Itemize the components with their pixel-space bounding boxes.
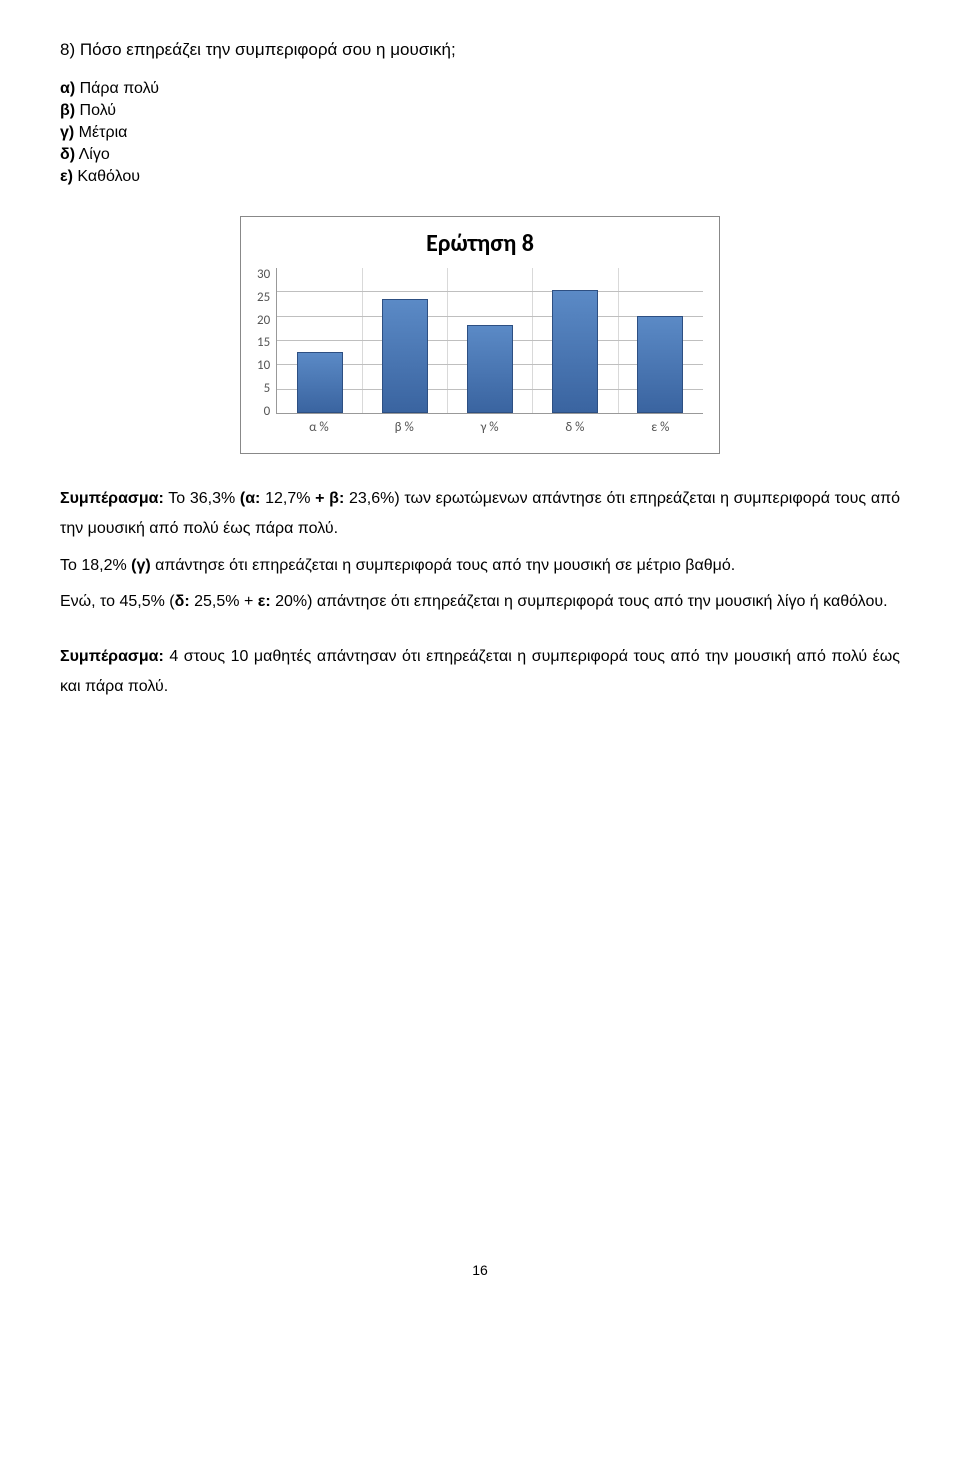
text: Το 36,3% [164, 490, 240, 507]
bar-a [297, 352, 343, 413]
text: 25,5% + [194, 593, 258, 610]
text: (α: [240, 490, 265, 507]
lead-1: Συμπέρασμα: [60, 490, 164, 507]
bar-chart: Ερώτηση 8 30 25 20 15 10 5 0 [240, 216, 720, 454]
text: + β: [315, 490, 349, 507]
y-label: 5 [264, 382, 271, 395]
y-label: 25 [257, 291, 270, 304]
analysis-para-2: Το 18,2% (γ) απάντησε ότι επηρεάζεται η … [60, 551, 900, 581]
y-label: 15 [257, 336, 270, 349]
y-axis: 30 25 20 15 10 5 0 [257, 268, 276, 418]
option-a: α) Πάρα πολύ [60, 80, 900, 98]
bar-c [467, 325, 513, 413]
option-e-text: Καθόλου [73, 168, 140, 185]
x-label-c: γ % [447, 420, 532, 435]
option-c-label: γ) [60, 124, 74, 141]
option-d-label: δ) [60, 146, 75, 163]
text: 20%) απάντησε ότι επηρεάζεται η συμπεριφ… [275, 593, 887, 610]
text: Ενώ, το 45,5% ( [60, 593, 175, 610]
bar-d [552, 290, 598, 413]
x-axis: α % β % γ % δ % ε % [276, 420, 703, 435]
bar-b [382, 299, 428, 413]
y-label: 30 [257, 268, 270, 281]
answer-options: α) Πάρα πολύ β) Πολύ γ) Μέτρια δ) Λίγο ε… [60, 80, 900, 186]
option-c: γ) Μέτρια [60, 124, 900, 142]
text: (γ) [131, 557, 155, 574]
x-label-a: α % [276, 420, 361, 435]
option-d: δ) Λίγο [60, 146, 900, 164]
text: 12,7% [265, 490, 315, 507]
option-e-label: ε) [60, 168, 73, 185]
x-label-d: δ % [532, 420, 617, 435]
bar-cell-a [277, 268, 362, 413]
bar-cell-c [448, 268, 533, 413]
y-label: 20 [257, 314, 270, 327]
question-text: 8) Πόσο επηρεάζει την συμπεριφορά σου η … [60, 40, 900, 60]
option-e: ε) Καθόλου [60, 168, 900, 186]
option-a-label: α) [60, 80, 75, 97]
bar-cell-e [618, 268, 703, 413]
text: δ: [175, 593, 194, 610]
option-a-text: Πάρα πολύ [75, 80, 159, 97]
page-number: 16 [60, 1262, 900, 1278]
bar-e [637, 316, 683, 413]
text: απάντησε ότι επηρεάζεται η συμπεριφορά τ… [155, 557, 735, 574]
text: ε: [258, 593, 275, 610]
option-b-label: β) [60, 102, 75, 119]
analysis-para-1: Συμπέρασμα: Το 36,3% (α: 12,7% + β: 23,6… [60, 484, 900, 545]
option-c-text: Μέτρια [74, 124, 127, 141]
x-label-b: β % [362, 420, 447, 435]
text: 4 στους 10 μαθητές απάντησαν ότι επηρεάζ… [60, 648, 900, 695]
plot-wrap: α % β % γ % δ % ε % [276, 268, 703, 435]
analysis-para-3: Ενώ, το 45,5% (δ: 25,5% + ε: 20%) απάντη… [60, 587, 900, 617]
option-b-text: Πολύ [75, 102, 116, 119]
lead-2: Συμπέρασμα: [60, 648, 164, 665]
plot [276, 268, 703, 414]
bar-cell-d [533, 268, 618, 413]
chart-area: 30 25 20 15 10 5 0 [257, 268, 703, 435]
chart-title: Ερώτηση 8 [257, 229, 703, 258]
x-label-e: ε % [618, 420, 703, 435]
option-b: β) Πολύ [60, 102, 900, 120]
option-d-text: Λίγο [75, 146, 110, 163]
analysis-para-4: Συμπέρασμα: 4 στους 10 μαθητές απάντησαν… [60, 642, 900, 703]
text: Το 18,2% [60, 557, 131, 574]
bar-cell-b [362, 268, 447, 413]
y-label: 0 [264, 405, 271, 418]
bars [277, 268, 703, 413]
y-label: 10 [257, 359, 270, 372]
